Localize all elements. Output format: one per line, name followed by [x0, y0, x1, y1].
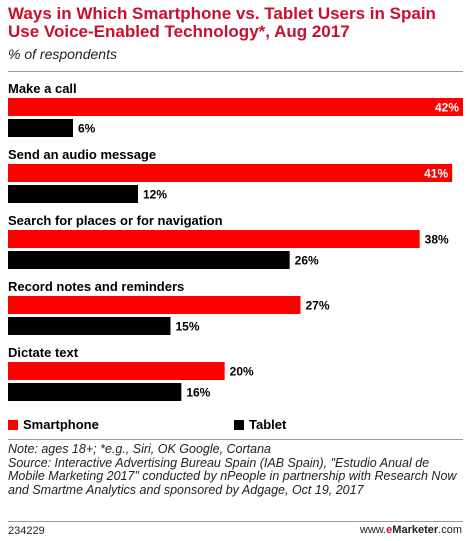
tablet-bar	[8, 251, 290, 269]
brand-prefix: www.	[359, 524, 387, 536]
bar-chart: Make a call 42% 6% Send an audio message 41%…	[8, 81, 463, 401]
tablet-value-label: 16%	[186, 386, 210, 400]
tablet-value-label: 15%	[176, 320, 200, 334]
category-label: Search for places or for navigation	[8, 213, 223, 228]
category-label: Send an audio message	[8, 147, 156, 162]
smartphone-bar	[8, 230, 420, 248]
brand-e: e	[386, 524, 393, 536]
smartphone-value-label: 20%	[230, 365, 254, 379]
smartphone-value-label: 27%	[306, 299, 330, 313]
category-label: Record notes and reminders	[8, 279, 184, 294]
smartphone-value-label: 42%	[435, 101, 459, 115]
footer-divider	[8, 521, 463, 522]
chart-title: Ways in Which Smartphone vs. Tablet User…	[8, 4, 436, 41]
tablet-swatch	[234, 420, 244, 430]
smartphone-bar	[8, 164, 453, 182]
smartphone-swatch	[8, 420, 18, 430]
notes-divider	[8, 439, 463, 440]
category-label: Make a call	[8, 81, 77, 96]
category-label: Dictate text	[8, 345, 79, 360]
legend-smartphone-label: Smartphone	[23, 417, 99, 432]
chart-id: 234229	[8, 525, 45, 537]
tablet-bar	[8, 119, 73, 137]
chart-subtitle: % of respondents	[8, 46, 117, 62]
source-text: Source: Interactive Advertising Bureau S…	[8, 455, 457, 497]
legend-tablet-label: Tablet	[249, 417, 287, 432]
smartphone-bar	[8, 296, 301, 314]
brand-suffix: .com	[438, 524, 462, 536]
brand-rest: Marketer	[392, 524, 439, 536]
tablet-value-label: 26%	[295, 254, 319, 268]
tablet-bar	[8, 317, 171, 335]
tablet-value-label: 12%	[143, 188, 167, 202]
tablet-bar	[8, 185, 138, 203]
tablet-value-label: 6%	[78, 122, 96, 136]
tablet-bar	[8, 383, 182, 401]
note-text: Note: ages 18+; *e.g., Siri, OK Google, …	[8, 442, 271, 456]
brand-logo: www.eMarketer.com	[360, 524, 462, 536]
top-divider	[8, 71, 463, 72]
smartphone-value-label: 41%	[424, 167, 448, 181]
legend-smartphone: Smartphone	[8, 417, 99, 432]
notes: Note: ages 18+; *e.g., Siri, OK Google, …	[8, 442, 466, 497]
smartphone-value-label: 38%	[425, 233, 449, 247]
legend-tablet: Tablet	[234, 417, 286, 432]
smartphone-bar	[8, 362, 225, 380]
smartphone-bar	[8, 98, 463, 116]
